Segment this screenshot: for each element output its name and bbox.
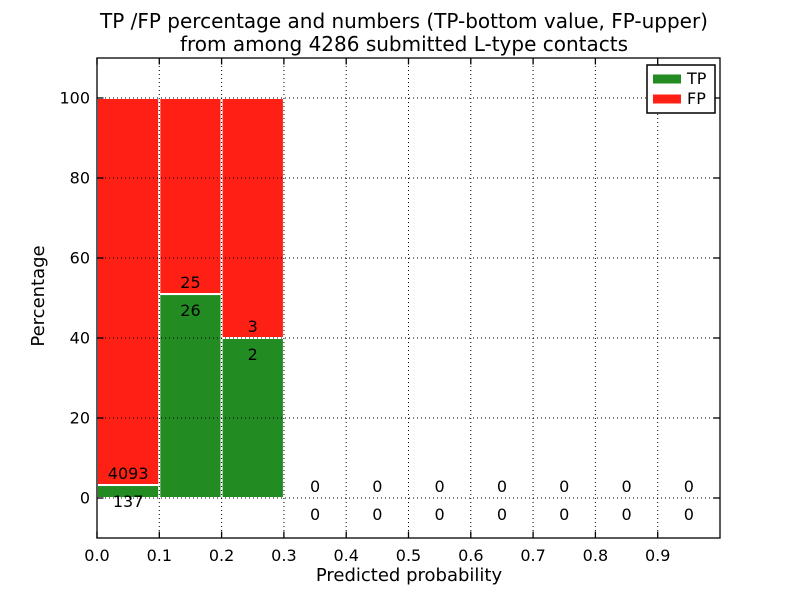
x-tick-label: 0.4 <box>333 546 358 565</box>
x-tick-label: 0.7 <box>520 546 545 565</box>
fp-count-label: 3 <box>248 317 258 336</box>
x-tick-label: 0.5 <box>396 546 421 565</box>
fp-count-label: 0 <box>435 477 445 496</box>
x-tick-label: 0.1 <box>147 546 172 565</box>
fp-count-label: 0 <box>559 477 569 496</box>
tp-count-label: 0 <box>497 505 507 524</box>
tp-count-label: 0 <box>684 505 694 524</box>
legend-fp-swatch <box>653 94 681 104</box>
y-tick-label: 100 <box>59 89 90 108</box>
legend-box <box>646 64 716 114</box>
tp-count-label: 137 <box>113 492 144 511</box>
y-tick-label: 80 <box>70 169 90 188</box>
y-axis-label: Percentage <box>28 245 49 346</box>
x-tick-label: 0.0 <box>84 546 109 565</box>
tp-count-label: 0 <box>621 505 631 524</box>
tp-count-label: 26 <box>180 301 200 320</box>
x-axis-label: Predicted probability <box>316 565 503 586</box>
fp-bar-segment <box>220 97 285 339</box>
fp-count-label: 4093 <box>108 464 149 483</box>
x-tick-label: 0.2 <box>209 546 234 565</box>
tp-count-label: 0 <box>310 505 320 524</box>
fp-count-label: 0 <box>310 477 320 496</box>
fp-count-label: 0 <box>684 477 694 496</box>
legend-tp-swatch <box>653 74 681 84</box>
fp-count-label: 0 <box>372 477 382 496</box>
tp-count-label: 0 <box>435 505 445 524</box>
tp-count-label: 0 <box>559 505 569 524</box>
tp-count-label: 2 <box>248 345 258 364</box>
x-tick-label: 0.3 <box>271 546 296 565</box>
y-tick-label: 60 <box>70 249 90 268</box>
chart-title-line2: from among 4286 submitted L-type contact… <box>180 32 628 56</box>
legend-fp-label: FP <box>687 89 706 108</box>
x-tick-label: 0.8 <box>583 546 608 565</box>
legend: TP FP <box>646 64 716 114</box>
fp-bar-segment <box>96 97 161 487</box>
x-tick-label: 0.9 <box>645 546 670 565</box>
y-tick-label: 40 <box>70 329 90 348</box>
y-tick-label: 20 <box>70 409 90 428</box>
fp-count-label: 0 <box>621 477 631 496</box>
chart-title-line1: TP /FP percentage and numbers (TP-bottom… <box>99 9 708 33</box>
x-tick-label: 0.6 <box>458 546 483 565</box>
fp-count-label: 25 <box>180 273 200 292</box>
plot-area: 0.0 0.1 0.2 0.3 0.4 0.5 0.6 0.7 0.8 0.90204060801… <box>59 57 721 565</box>
tp-count-label: 0 <box>372 505 382 524</box>
fp-count-label: 0 <box>497 477 507 496</box>
y-tick-label: 0 <box>80 489 90 508</box>
fp-bar-segment <box>158 97 223 296</box>
legend-tp-label: TP <box>686 69 707 88</box>
tp-bar-segment <box>158 293 223 499</box>
